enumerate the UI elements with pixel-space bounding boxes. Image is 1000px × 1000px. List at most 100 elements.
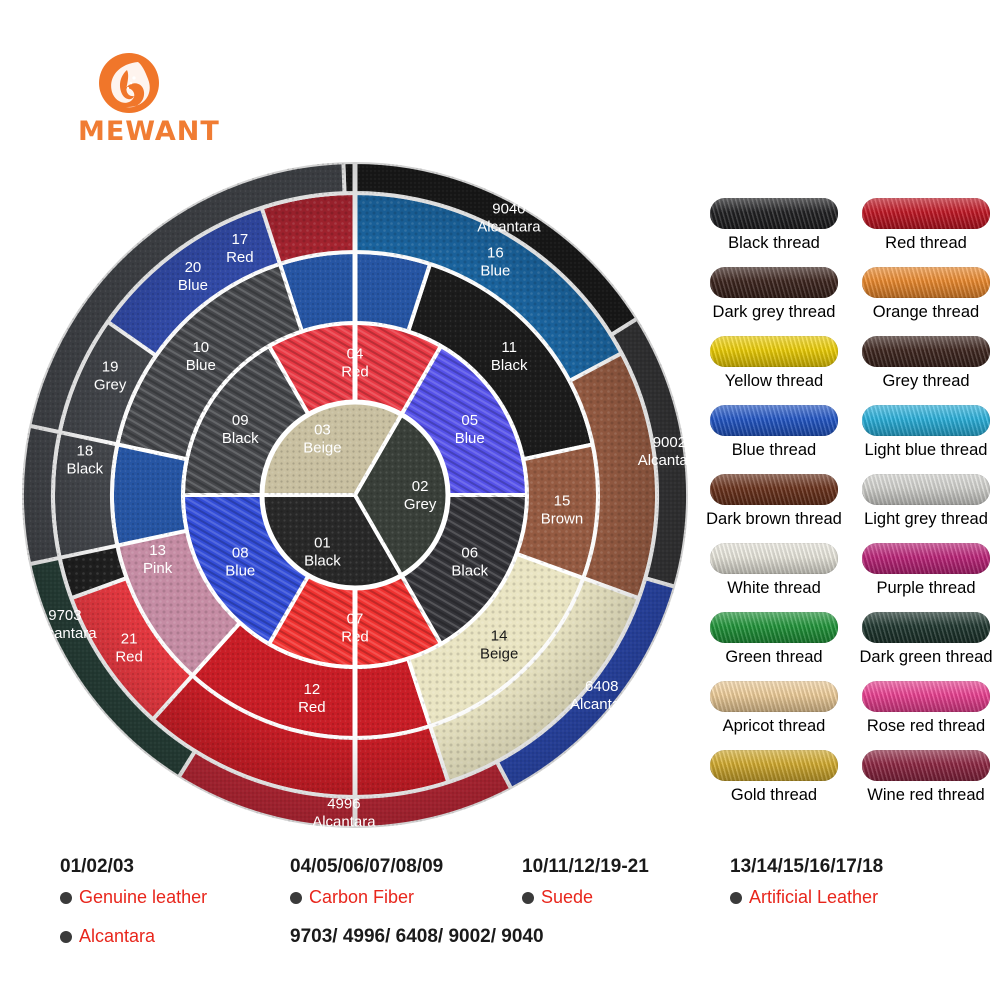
thread-swatch <box>862 750 990 781</box>
thread-shine <box>710 405 838 436</box>
thread-texture <box>710 681 838 712</box>
thread-label: Purple thread <box>876 579 976 597</box>
thread-swatch <box>862 405 990 436</box>
thread-legend-item[interactable]: Dark green thread <box>858 612 994 681</box>
mewant-flame-logo-icon <box>98 52 160 114</box>
thread-label: Grey thread <box>882 372 970 390</box>
thread-texture <box>862 474 990 505</box>
bullet-icon <box>60 930 72 943</box>
wheel-segments[interactable] <box>22 162 688 828</box>
thread-label: Gold thread <box>730 786 818 804</box>
thread-swatch <box>710 336 838 367</box>
thread-label: Green thread <box>725 648 823 666</box>
thread-shine <box>862 267 990 298</box>
material-name-0: Genuine leather <box>60 887 207 908</box>
thread-legend-item[interactable]: Blue thread <box>706 405 842 474</box>
material-note-3: 13/14/15/16/17/18 Artificial Leather <box>730 856 883 908</box>
material-key-footer: 01/02/03 Genuine leather 04/05/06/07/08/… <box>60 856 960 966</box>
wheel-segment-filler-r3-2[interactable] <box>110 442 190 548</box>
thread-texture <box>710 267 838 298</box>
material-codes-1: 04/05/06/07/08/09 <box>290 856 444 877</box>
thread-label: Dark grey thread <box>712 303 836 321</box>
thread-legend-item[interactable]: Black thread <box>706 198 842 267</box>
thread-legend-item[interactable]: Light blue thread <box>858 405 994 474</box>
thread-shine <box>710 750 838 781</box>
thread-legend-item[interactable]: Grey thread <box>858 336 994 405</box>
thread-legend-item[interactable]: Orange thread <box>858 267 994 336</box>
bullet-icon <box>60 891 72 904</box>
wheel-segment-filler-r4-3[interactable] <box>51 429 120 561</box>
thread-swatch <box>710 681 838 712</box>
thread-shine <box>862 405 990 436</box>
material-note-1: 04/05/06/07/08/09 Carbon Fiber <box>290 856 443 908</box>
thread-texture <box>862 543 990 574</box>
wheel-segment-15[interactable] <box>514 442 600 581</box>
thread-swatch <box>862 474 990 505</box>
thread-shine <box>862 543 990 574</box>
thread-label: White thread <box>727 579 821 597</box>
thread-swatch <box>710 543 838 574</box>
thread-swatch <box>710 198 838 229</box>
thread-legend-item[interactable]: Yellow thread <box>706 336 842 405</box>
thread-shine <box>862 474 990 505</box>
thread-shine <box>862 681 990 712</box>
material-name-1: Carbon Fiber <box>290 887 443 908</box>
thread-swatch <box>862 267 990 298</box>
thread-swatch <box>862 336 990 367</box>
thread-legend-item[interactable]: Rose red thread <box>858 681 994 750</box>
thread-legend-item[interactable]: Red thread <box>858 198 994 267</box>
thread-texture <box>710 474 838 505</box>
thread-swatch <box>862 681 990 712</box>
thread-label: Wine red thread <box>867 786 985 804</box>
thread-swatch <box>862 543 990 574</box>
thread-shine <box>862 612 990 643</box>
thread-legend-item[interactable]: White thread <box>706 543 842 612</box>
thread-swatch <box>862 198 990 229</box>
brand-logo: MEWANT <box>78 52 258 148</box>
thread-legend-item[interactable]: Dark brown thread <box>706 474 842 543</box>
material-label-2: Suede <box>541 887 594 907</box>
thread-label: Black thread <box>728 234 820 252</box>
material-note-2: 10/11/12/19-21 Suede <box>522 856 649 908</box>
bullet-icon <box>522 891 534 904</box>
thread-swatch <box>710 612 838 643</box>
wheel-segment-filler-r5-4[interactable] <box>22 423 62 567</box>
material-codes-2: 10/11/12/19-21 <box>522 856 649 877</box>
thread-legend-item[interactable]: Purple thread <box>858 543 994 612</box>
thread-shine <box>710 336 838 367</box>
alcantara-label: Alcantara <box>79 926 156 946</box>
thread-legend-item[interactable]: Gold thread <box>706 750 842 819</box>
thread-shine <box>710 612 838 643</box>
thread-texture <box>710 543 838 574</box>
material-codes-0: 01/02/03 <box>60 856 134 877</box>
thread-texture <box>862 336 990 367</box>
thread-shine <box>710 474 838 505</box>
thread-swatch <box>710 405 838 436</box>
bullet-icon <box>290 891 302 904</box>
thread-legend-item[interactable]: Green thread <box>706 612 842 681</box>
material-label-3: Artificial Leather <box>749 887 879 907</box>
material-color-wheel[interactable]: 01 Black 02 Grey 03 Beige 04 Red 05 Blue 06 Black 07… <box>22 162 688 828</box>
thread-texture <box>862 681 990 712</box>
alcantara-codes: 9703/ 4996/ 6408/ 9002/ 9040 <box>290 926 544 947</box>
thread-label: Yellow thread <box>724 372 824 390</box>
material-label-0: Genuine leather <box>79 887 208 907</box>
thread-texture <box>862 405 990 436</box>
thread-legend-item[interactable]: Dark grey thread <box>706 267 842 336</box>
thread-swatch <box>710 750 838 781</box>
brand-wordmark: MEWANT <box>78 116 220 147</box>
thread-shine <box>710 681 838 712</box>
thread-swatch <box>710 474 838 505</box>
thread-shine <box>710 267 838 298</box>
thread-texture <box>710 198 838 229</box>
thread-label: Orange thread <box>872 303 980 321</box>
thread-texture <box>862 267 990 298</box>
thread-texture <box>710 750 838 781</box>
thread-legend-item[interactable]: Apricot thread <box>706 681 842 750</box>
bullet-icon <box>730 891 742 904</box>
material-name-2: Suede <box>522 887 649 908</box>
thread-label: Dark brown thread <box>706 510 842 528</box>
thread-legend-item[interactable]: Wine red thread <box>858 750 994 819</box>
thread-legend-item[interactable]: Light grey thread <box>858 474 994 543</box>
